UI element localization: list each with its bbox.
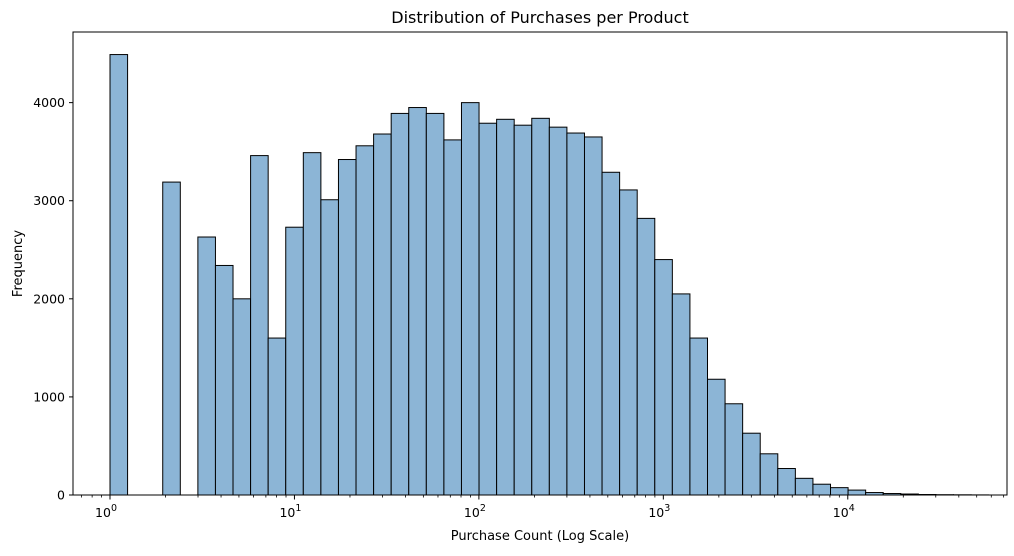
histogram-bar: [743, 433, 761, 495]
x-tick-label: 103: [648, 503, 670, 520]
histogram-bar: [251, 156, 269, 495]
y-axis: 0 1000 2000 3000 4000: [33, 95, 73, 502]
histogram-bar: [409, 108, 427, 495]
histogram-bar: [303, 153, 321, 495]
histogram-bar: [655, 260, 673, 495]
histogram-bar: [760, 454, 778, 495]
chart-title: Distribution of Purchases per Product: [391, 8, 688, 27]
histogram-bar: [532, 118, 550, 495]
histogram-bar: [391, 113, 409, 495]
x-axis: 100 101 102 103 104: [81, 495, 1003, 520]
histogram-bar: [215, 265, 233, 495]
histogram-bar: [163, 182, 181, 495]
histogram-bar: [778, 469, 796, 495]
histogram-bars: [110, 55, 989, 495]
x-tick-label: 101: [279, 503, 301, 520]
histogram-bar: [497, 119, 515, 495]
histogram-bar: [426, 113, 444, 495]
y-tick-label: 2000: [33, 291, 65, 306]
histogram-bar: [831, 488, 849, 495]
histogram-bar: [725, 404, 743, 495]
histogram-bar: [514, 125, 532, 495]
histogram-bar: [549, 127, 567, 495]
histogram-bar: [795, 478, 813, 495]
histogram-bar: [374, 134, 392, 495]
x-tick-label: 104: [833, 503, 855, 520]
x-axis-label: Purchase Count (Log Scale): [451, 529, 629, 544]
histogram-bar: [356, 146, 374, 495]
histogram-bar: [602, 172, 620, 495]
histogram-bar: [461, 103, 479, 495]
histogram-bar: [268, 338, 286, 495]
y-axis-label: Frequency: [11, 230, 26, 297]
histogram-bar: [286, 227, 304, 495]
histogram-bar: [479, 123, 497, 495]
histogram-bar: [637, 218, 655, 495]
y-tick-label: 0: [57, 488, 65, 503]
histogram-bar: [338, 160, 356, 495]
y-tick-label: 1000: [33, 389, 65, 404]
histogram-bar: [707, 379, 725, 495]
histogram-bar: [672, 294, 690, 495]
histogram-bar: [198, 237, 216, 495]
histogram-bar: [233, 299, 251, 495]
y-tick-label: 3000: [33, 193, 65, 208]
histogram-bar: [584, 137, 602, 495]
histogram-bar: [690, 338, 708, 495]
histogram-bar: [620, 190, 638, 495]
histogram-bar: [444, 140, 462, 495]
x-tick-label: 102: [464, 503, 486, 520]
histogram-bar: [567, 133, 585, 495]
histogram-bar: [110, 55, 128, 495]
histogram-bar: [848, 490, 866, 495]
histogram-bar: [813, 484, 831, 495]
x-tick-label: 100: [95, 503, 117, 520]
y-tick-label: 4000: [33, 95, 65, 110]
histogram-bar: [321, 200, 339, 495]
